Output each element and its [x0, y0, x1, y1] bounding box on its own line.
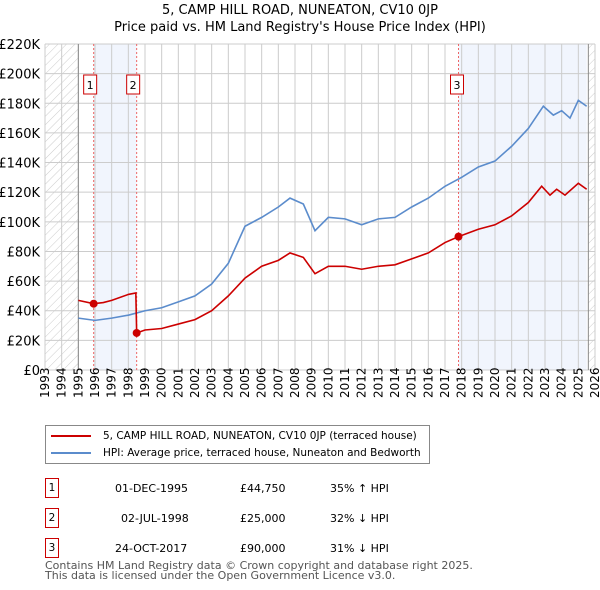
x-tick-label: 1996: [88, 367, 102, 398]
x-tick-label: 1997: [105, 367, 119, 398]
hpi-line: [78, 99, 588, 322]
red-line-swatch: [51, 435, 91, 437]
marker-badge: 3: [45, 538, 59, 558]
x-tick-label: 2014: [388, 367, 402, 398]
hatched-region: [588, 44, 595, 370]
table-row: 3 24-OCT-2017 £90,000 31% ↓ HPI: [45, 533, 389, 563]
y-tick-label: £200K: [0, 68, 40, 83]
marker-badge: 1: [45, 478, 59, 498]
x-tick-label: 1995: [71, 367, 85, 398]
x-tick-label: 1993: [38, 367, 52, 398]
x-tick-label: 2008: [288, 367, 302, 398]
x-tick-label: 1999: [138, 367, 152, 398]
y-tick-label: £160K: [0, 127, 40, 142]
x-tick-label: 2013: [371, 367, 385, 398]
y-tick-label: £180K: [0, 97, 40, 112]
price: £25,000: [240, 511, 286, 525]
copyright-text: Contains HM Land Registry data © Crown c…: [45, 559, 473, 572]
blue-line-swatch: [51, 452, 91, 454]
x-tick-label: 2005: [238, 367, 252, 398]
y-tick-label: £60K: [7, 275, 41, 290]
date: 02-JUL-1998: [121, 511, 189, 525]
x-tick-label: 2004: [221, 367, 235, 398]
licence-text: This data is licensed under the Open Gov…: [45, 569, 396, 582]
y-tick-label: £120K: [0, 186, 40, 201]
marker-label: 1: [87, 79, 94, 92]
marker-label: 2: [130, 79, 137, 92]
x-tick-label: 2003: [205, 367, 219, 398]
x-tick-label: 2026: [588, 367, 600, 398]
x-tick-label: 2024: [555, 367, 569, 398]
y-tick-label: £0: [23, 364, 40, 379]
footer: Contains HM Land Registry data © Crown c…: [45, 559, 473, 582]
transaction-point: [132, 328, 141, 337]
marker-label-box: [83, 74, 98, 95]
x-tick-label: 2011: [338, 367, 352, 398]
x-tick-label: 2010: [321, 367, 335, 398]
x-tick-label: 2017: [438, 367, 452, 398]
x-tick-label: 2020: [488, 367, 502, 398]
hpi-diff: 32% ↓ HPI: [330, 511, 389, 525]
x-tick-label: 2006: [255, 367, 269, 398]
legend: 5, CAMP HILL ROAD, NUNEATON, CV10 0JP (t…: [45, 425, 430, 464]
y-tick-label: £100K: [0, 216, 40, 231]
transaction-point: [454, 232, 463, 241]
transactions-table: 1 01-DEC-1995 £44,750 35% ↑ HPI 2 02-JUL-199…: [45, 473, 389, 563]
hpi-diff: 35% ↑ HPI: [330, 481, 389, 495]
x-tick-label: 2016: [421, 367, 435, 398]
price: £44,750: [240, 481, 286, 495]
table-row: 2 02-JUL-1998 £25,000 32% ↓ HPI: [45, 503, 389, 533]
x-tick-label: 2025: [571, 367, 585, 398]
x-tick-label: 2002: [188, 367, 202, 398]
y-tick-label: £220K: [0, 38, 40, 53]
y-tick-label: £140K: [0, 157, 40, 172]
marker-label: 3: [454, 79, 461, 92]
x-tick-label: 2007: [271, 367, 285, 398]
legend-label: HPI: Average price, terraced house, Nune…: [103, 447, 421, 459]
x-tick-label: 2000: [155, 367, 169, 398]
chart-title: 5, CAMP HILL ROAD, NUNEATON, CV10 0JP: [162, 3, 438, 18]
marker-label-box: [450, 74, 464, 95]
legend-item-hpi: HPI: Average price, terraced house, Nune…: [46, 447, 421, 459]
x-tick-label: 1998: [121, 367, 135, 398]
x-tick-label: 2012: [355, 367, 369, 398]
x-tick-label: 2022: [521, 367, 535, 398]
legend-label: 5, CAMP HILL ROAD, NUNEATON, CV10 0JP (t…: [103, 430, 417, 442]
table-row: 1 01-DEC-1995 £44,750 35% ↑ HPI: [45, 473, 389, 503]
x-tick-label: 2019: [471, 367, 485, 398]
x-tick-label: 2001: [171, 367, 185, 398]
marker-badge: 2: [45, 508, 59, 528]
legend-item-property: 5, CAMP HILL ROAD, NUNEATON, CV10 0JP (t…: [46, 430, 417, 442]
price: £90,000: [240, 541, 286, 555]
hpi-diff: 31% ↓ HPI: [330, 541, 389, 555]
chart-subtitle: Price paid vs. HM Land Registry's House …: [114, 20, 486, 35]
x-tick-label: 2015: [405, 367, 419, 398]
transaction-point: [89, 299, 98, 308]
y-tick-label: £80K: [7, 245, 41, 260]
x-tick-label: 1994: [55, 367, 69, 398]
date: 01-DEC-1995: [115, 481, 189, 495]
date: 24-OCT-2017: [115, 541, 188, 555]
marker-label-box: [126, 74, 141, 95]
x-tick-label: 2023: [538, 367, 552, 398]
x-tick-label: 2018: [455, 367, 469, 398]
x-tick-label: 2009: [305, 367, 319, 398]
y-tick-label: £40K: [7, 305, 41, 320]
y-tick-label: £20K: [7, 334, 41, 349]
x-tick-label: 2021: [505, 367, 519, 398]
